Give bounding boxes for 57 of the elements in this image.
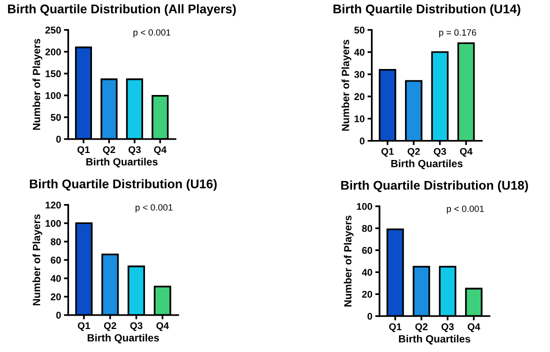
y-axis-title: Number of Players — [342, 40, 352, 131]
x-tick-label: Q1 — [381, 148, 394, 157]
chart-title: Birth Quartile Distribution (U16) — [30, 179, 217, 191]
y-tick-label: 0 — [56, 312, 61, 319]
annotation: p < 0.001 — [136, 204, 173, 212]
y-tick-label: 80 — [50, 238, 61, 246]
x-tick-label: Q2 — [104, 322, 116, 331]
x-tick-label: Q2 — [102, 146, 116, 155]
y-tick-label: 0 — [360, 138, 364, 144]
x-tick-label: Q3 — [128, 146, 141, 155]
x-tick-label: Q4 — [460, 148, 473, 157]
y-tick-label: 40 — [50, 275, 61, 282]
y-tick-label: 20 — [354, 93, 364, 100]
chart-title: Birth Quartile Distribution (U18) — [341, 180, 528, 192]
annotation: p = 0.176 — [439, 29, 476, 38]
y-axis-title: Number of Players — [344, 216, 354, 307]
y-tick-label: 60 — [362, 246, 372, 254]
y-tick-label: 0 — [368, 312, 372, 320]
y-tick-label: 50 — [354, 26, 364, 34]
y-tick-label: 80 — [362, 224, 372, 232]
chart-title: Birth Quartile Distribution (All Players) — [8, 4, 236, 16]
y-tick-label: 150 — [46, 70, 61, 78]
y-tick-label: 20 — [50, 293, 61, 300]
x-tick-label: Q3 — [442, 323, 454, 332]
y-tick-label: 100 — [46, 220, 61, 227]
y-tick-label: 20 — [362, 290, 372, 298]
y-tick-label: 50 — [50, 114, 61, 121]
x-tick-label: Q4 — [154, 146, 167, 155]
x-tick-label: Q1 — [78, 322, 90, 331]
chart-title: Birth Quartile Distribution (U14) — [334, 4, 520, 16]
y-tick-label: 100 — [356, 203, 372, 210]
y-tick-label: 10 — [354, 115, 364, 122]
annotation: p < 0.001 — [133, 29, 170, 38]
y-tick-label: 40 — [354, 48, 364, 56]
y-tick-label: 60 — [50, 256, 61, 264]
x-tick-label: Q4 — [468, 323, 480, 332]
x-tick-label: Q3 — [434, 148, 446, 157]
x-tick-label: Q3 — [130, 322, 142, 331]
y-tick-label: 30 — [354, 71, 364, 78]
x-tick-label: Q4 — [156, 322, 169, 331]
x-tick-label: Q1 — [77, 146, 90, 155]
y-tick-label: 0 — [56, 136, 61, 143]
y-tick-label: 120 — [46, 202, 61, 208]
x-tick-label: Q2 — [415, 323, 428, 332]
y-tick-label: 40 — [362, 268, 372, 276]
x-axis-title: Birth Quartiles — [399, 334, 470, 344]
y-tick-label: 200 — [45, 48, 61, 56]
x-axis-title: Birth Quartiles — [86, 158, 158, 168]
x-axis-title: Birth Quartiles — [391, 160, 463, 170]
y-tick-label: 250 — [45, 26, 61, 34]
x-axis-title: Birth Quartiles — [88, 334, 159, 344]
x-tick-label: Q2 — [408, 148, 420, 157]
y-axis-title: Number of Players — [32, 214, 42, 306]
annotation: p < 0.001 — [446, 206, 484, 214]
y-axis-title: Number of Players — [32, 38, 42, 130]
y-tick-label: 100 — [46, 92, 61, 100]
x-tick-label: Q1 — [389, 323, 402, 332]
